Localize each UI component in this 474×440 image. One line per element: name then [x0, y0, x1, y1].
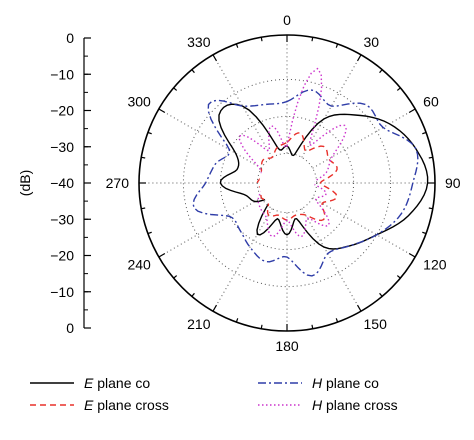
polar-grid: [138, 34, 436, 332]
radial-axis: 0 −10 −20 −30 −40 −30 −20 −10 0: [50, 30, 91, 336]
legend-label: E plane co: [84, 375, 150, 391]
angle-tick: [235, 318, 239, 323]
angle-tick: [311, 37, 314, 42]
angle-tick: [191, 69, 195, 74]
angle-tick-label: 0: [283, 12, 291, 28]
radial-tick-label: −30: [50, 139, 74, 155]
angle-tick-label: 150: [364, 316, 388, 332]
legend-label: H plane cross: [312, 397, 398, 413]
grid-spoke: [301, 208, 362, 312]
angle-tick: [212, 304, 218, 312]
angle-tick: [147, 131, 152, 135]
radial-tick-label: −10: [50, 284, 74, 300]
angle-tick: [311, 324, 314, 329]
radial-tick-label: 0: [66, 320, 74, 336]
angle-tick: [173, 275, 178, 279]
angle-tick: [147, 231, 152, 235]
angle-tick: [158, 252, 166, 258]
angle-tick: [408, 108, 416, 114]
radial-tick-label: 0: [66, 30, 74, 46]
angle-tick: [379, 69, 383, 74]
radial-tick-label: −10: [50, 66, 74, 82]
angle-tick: [235, 43, 239, 48]
angle-tick-label: 240: [127, 257, 151, 273]
radial-axis-label: (dB): [17, 170, 33, 196]
angle-tick-label: 120: [423, 257, 447, 273]
angle-tick: [356, 54, 362, 62]
angle-tick: [335, 318, 339, 323]
angle-tick-label: 210: [187, 316, 211, 332]
angle-tick: [428, 207, 433, 210]
angle-tick-label: 330: [187, 34, 211, 50]
angle-tick: [408, 252, 416, 258]
angle-tick: [260, 37, 263, 42]
radial-tick-label: −30: [50, 211, 74, 227]
angle-tick: [141, 156, 146, 159]
grid-spoke: [312, 108, 416, 169]
angle-tick-label: 270: [106, 175, 130, 191]
angle-tick: [212, 54, 218, 62]
series-line-h-plane-co: [192, 89, 419, 277]
legend-label: H plane co: [312, 375, 379, 391]
angle-tick-label: 60: [423, 94, 439, 110]
angle-tick: [396, 87, 401, 91]
grid-ring: [182, 78, 392, 288]
angle-tick: [422, 131, 427, 135]
angle-tick-label: 300: [127, 94, 151, 110]
legend-label: E plane cross: [84, 397, 169, 413]
angle-tick: [141, 207, 146, 210]
series-line-h-plane-cross: [238, 67, 347, 238]
angle-tick: [379, 292, 383, 297]
series-line-e-plane-co: [218, 103, 429, 250]
angle-tick: [260, 324, 263, 329]
radial-tick-label: −40: [50, 175, 74, 191]
angle-tick: [356, 304, 362, 312]
angle-tick-label: 180: [275, 338, 299, 354]
angle-tick-label: 90: [445, 175, 461, 191]
angle-tick: [191, 292, 195, 297]
angle-tick: [428, 156, 433, 159]
angle-tick: [422, 231, 427, 235]
angle-tick: [158, 108, 166, 114]
angle-tick-label: 30: [364, 34, 380, 50]
radial-tick-label: −20: [50, 103, 74, 119]
radial-tick-label: −20: [50, 248, 74, 264]
grid-spoke: [158, 197, 262, 258]
angle-tick: [396, 275, 401, 279]
legend: E plane co E plane cross H plane co H plane…: [30, 375, 398, 413]
series-layer: [192, 67, 429, 277]
center-blank: [259, 155, 315, 211]
angle-tick: [335, 43, 339, 48]
angle-tick: [173, 87, 178, 91]
angle-tick-labels: 0 30 60 90 120 150 180 210 240 270 300 330: [106, 12, 461, 354]
